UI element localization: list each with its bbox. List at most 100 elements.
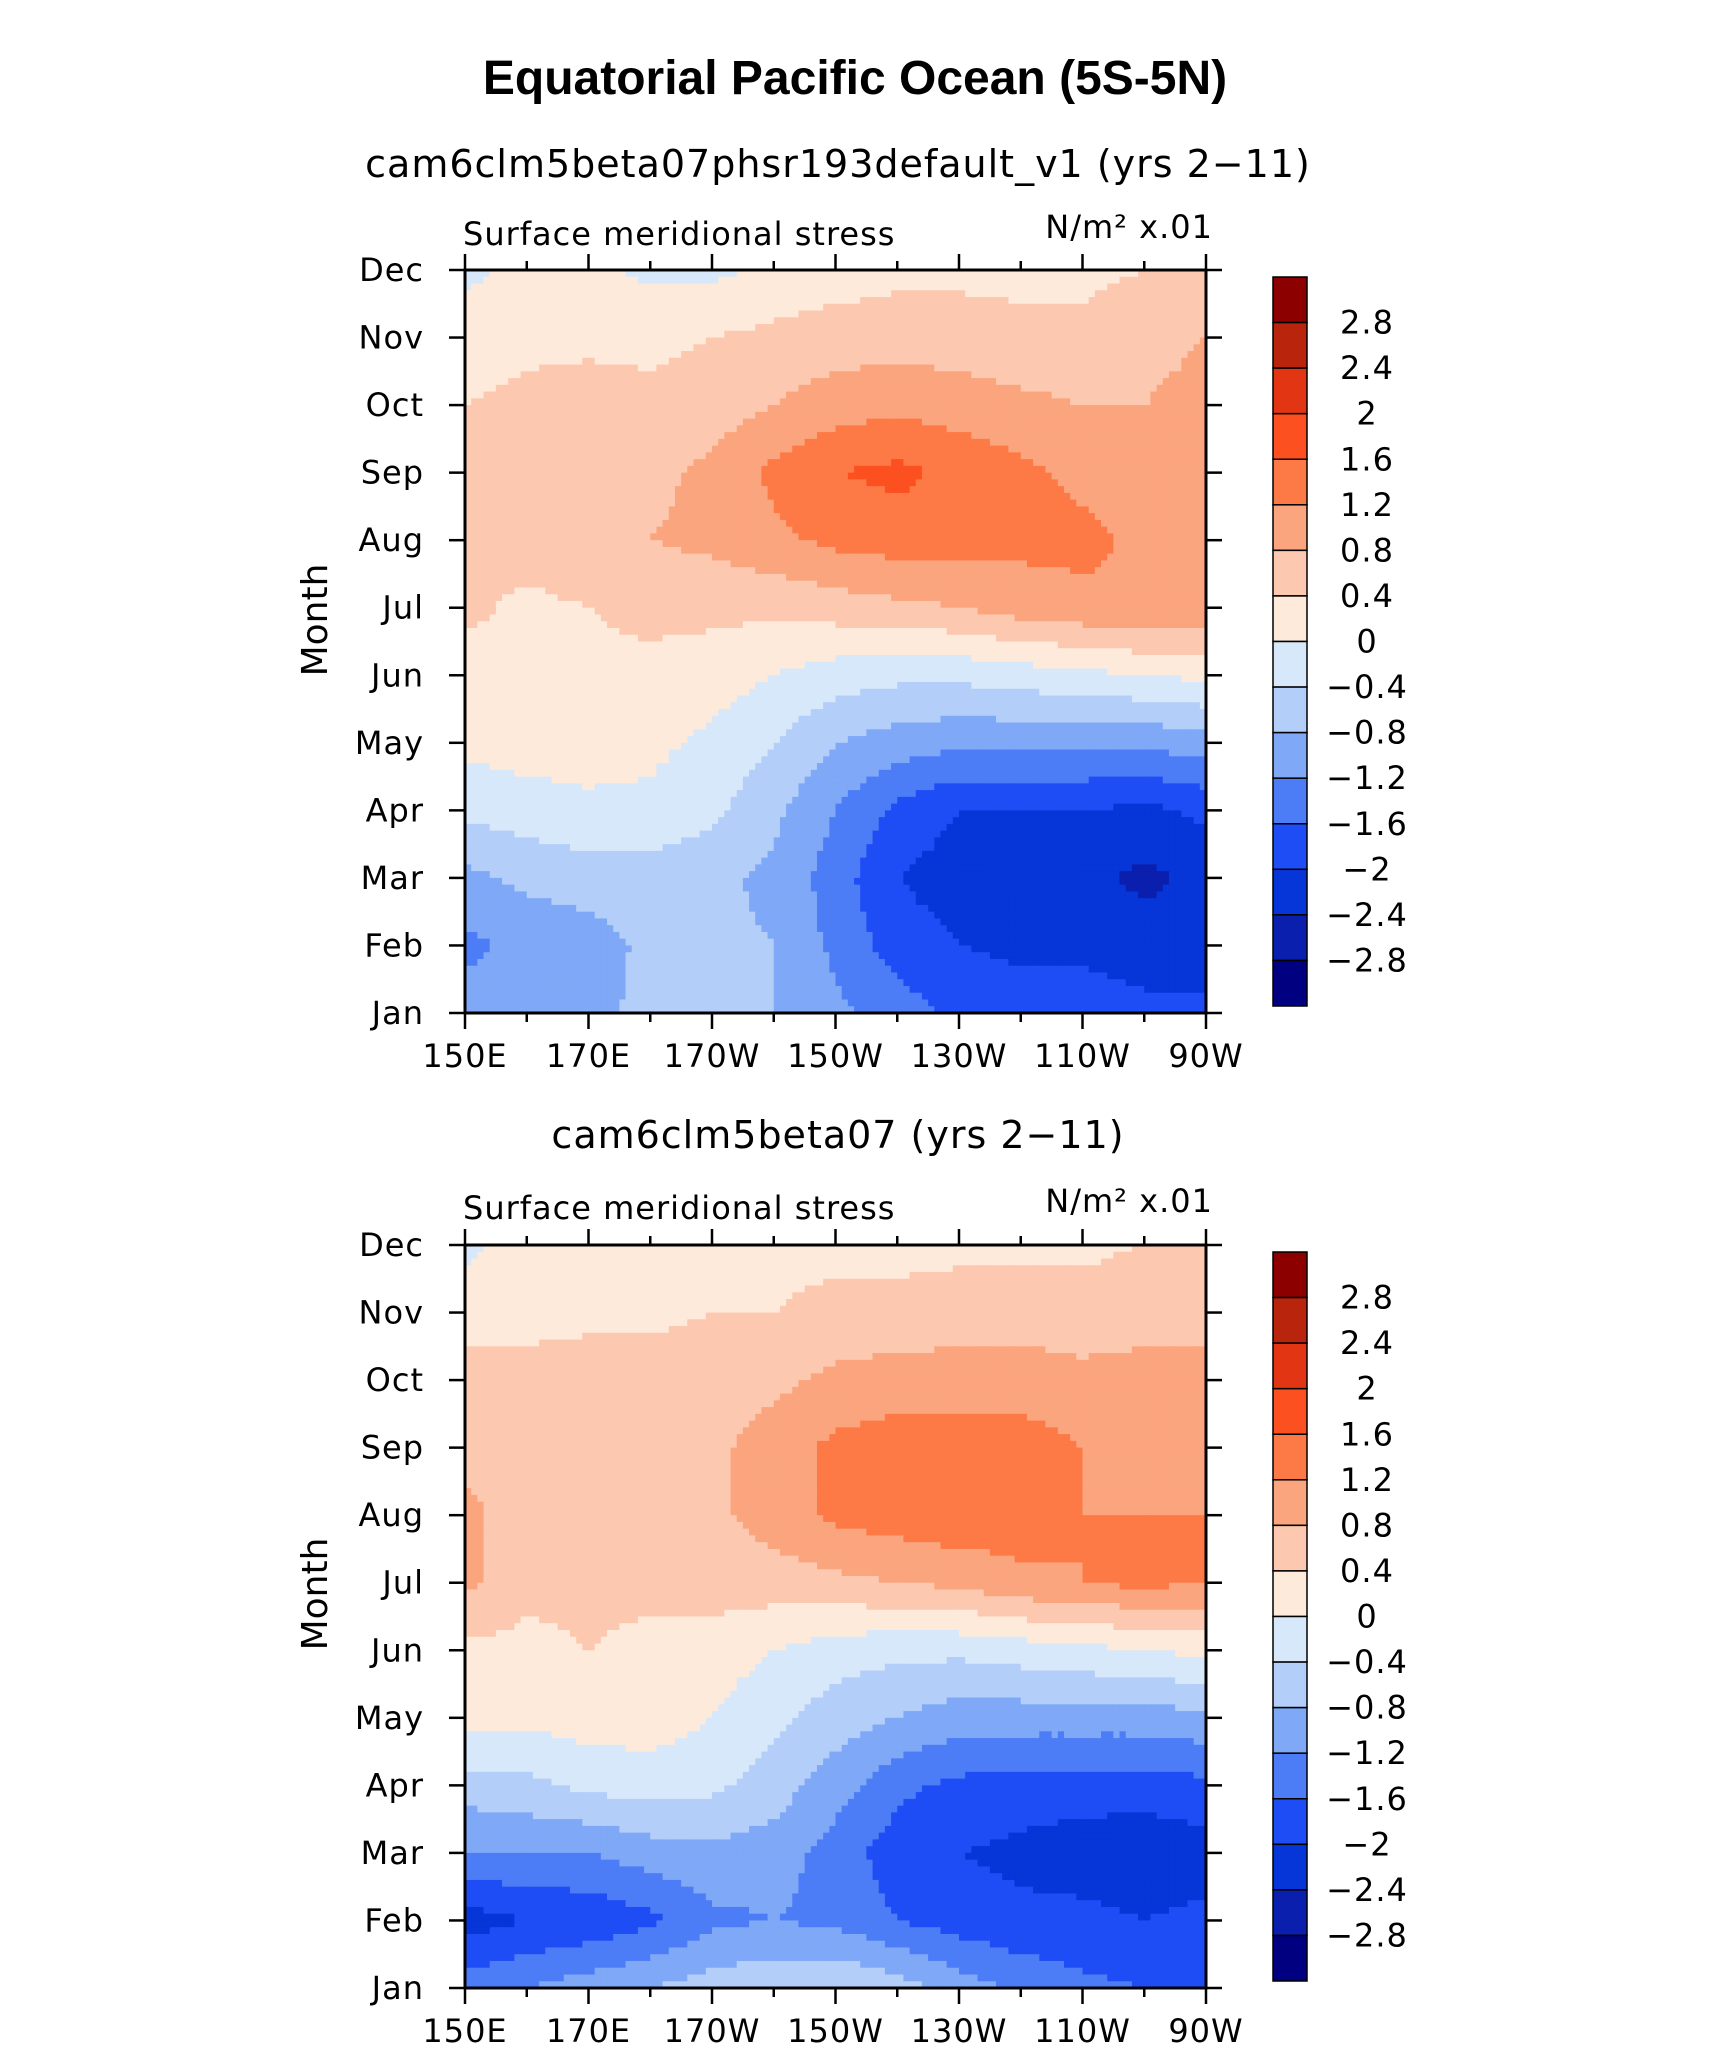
contour-cell [761, 533, 769, 541]
contour-cell [1082, 425, 1090, 433]
contour-cell [520, 344, 528, 352]
contour-cell [903, 459, 911, 467]
contour-cell [965, 445, 972, 453]
contour-cell [891, 330, 898, 339]
contour-cell [1082, 398, 1090, 406]
contour-cell [965, 506, 972, 514]
contour-cell [1057, 303, 1065, 312]
contour-cell [1181, 506, 1189, 514]
contour-cell [1181, 499, 1189, 507]
contour-cell [1076, 303, 1084, 312]
contour-cell [835, 303, 843, 312]
contour-cell [619, 533, 627, 541]
contour-cell [483, 445, 491, 453]
contour-cell [878, 371, 886, 379]
contour-cell [656, 425, 664, 433]
contour-cell [1199, 465, 1207, 474]
contour-cell [607, 411, 614, 420]
contour-cell [884, 452, 892, 460]
contour-cell [1057, 405, 1065, 413]
contour-cell [1020, 438, 1028, 447]
contour-cell [1125, 324, 1133, 332]
contour-cell [742, 391, 750, 399]
contour-cell [532, 526, 540, 535]
contour-cell [1070, 337, 1077, 345]
contour-cell [489, 540, 497, 548]
contour-cell [1131, 283, 1139, 291]
contour-cell [965, 378, 972, 386]
contour-cell [1039, 276, 1047, 285]
contour-cell [983, 452, 991, 460]
contour-cell [600, 479, 608, 487]
contour-cell [1175, 364, 1182, 372]
contour-cell [576, 364, 583, 372]
contour-cell [940, 540, 948, 548]
contour-cell [526, 513, 534, 521]
contour-cell [1168, 540, 1176, 548]
contour-cell [644, 540, 651, 548]
contour-cell [1119, 344, 1127, 352]
contour-cell [712, 337, 719, 345]
contour-cell [489, 317, 497, 325]
contour-cell [495, 398, 503, 406]
contour-cell [971, 310, 979, 318]
contour-cell [1101, 472, 1108, 480]
contour-cell [761, 384, 769, 393]
contour-cell [1008, 465, 1016, 474]
contour-cell [921, 513, 929, 521]
contour-cell [786, 486, 793, 494]
contour-cell [477, 351, 485, 359]
contour-cell [971, 351, 979, 359]
contour-cell [841, 411, 849, 420]
contour-cell [736, 513, 744, 521]
contour-cell [847, 364, 855, 372]
contour-cell [471, 371, 478, 379]
contour-cell [872, 445, 880, 453]
contour-cell [563, 513, 571, 521]
contour-cell [1181, 411, 1189, 420]
contour-cell [736, 526, 744, 535]
contour-cell [878, 452, 886, 460]
contour-cell [1082, 270, 1090, 278]
contour-cell [712, 398, 719, 406]
contour-cell [471, 479, 478, 487]
contour-cell [1033, 317, 1040, 325]
contour-cell [1002, 533, 1009, 541]
contour-cell [1008, 540, 1016, 548]
contour-cell [946, 499, 954, 507]
contour-cell [1199, 425, 1207, 433]
contour-cell [866, 432, 874, 440]
contour-cell [878, 310, 886, 318]
contour-cell [495, 459, 503, 467]
contour-cell [940, 344, 948, 352]
contour-cell [551, 506, 559, 514]
contour-cell [1187, 438, 1195, 447]
contour-cell [600, 465, 608, 474]
contour-cell [1187, 384, 1195, 393]
contour-cell [502, 317, 509, 325]
contour-cell [520, 465, 528, 474]
contour-cell [854, 337, 861, 345]
contour-cell [718, 438, 725, 447]
contour-cell [1051, 398, 1059, 406]
contour-cell [804, 425, 812, 433]
contour-cell [847, 378, 855, 386]
contour-cell [866, 499, 874, 507]
contour-cell [662, 344, 670, 352]
contour-cell [718, 499, 725, 507]
contour-cell [477, 297, 485, 305]
contour-cell [644, 276, 651, 285]
contour-cell [514, 445, 522, 453]
contour-cell [1107, 337, 1114, 345]
contour-cell [712, 391, 719, 399]
contour-cell [650, 465, 658, 474]
contour-cell [705, 324, 713, 332]
contour-cell [539, 465, 546, 474]
contour-cell [878, 344, 886, 352]
contour-cell [773, 310, 781, 318]
contour-cell [1119, 391, 1127, 399]
contour-cell [1088, 499, 1096, 507]
contour-cell [674, 519, 682, 528]
contour-cell [829, 303, 837, 312]
